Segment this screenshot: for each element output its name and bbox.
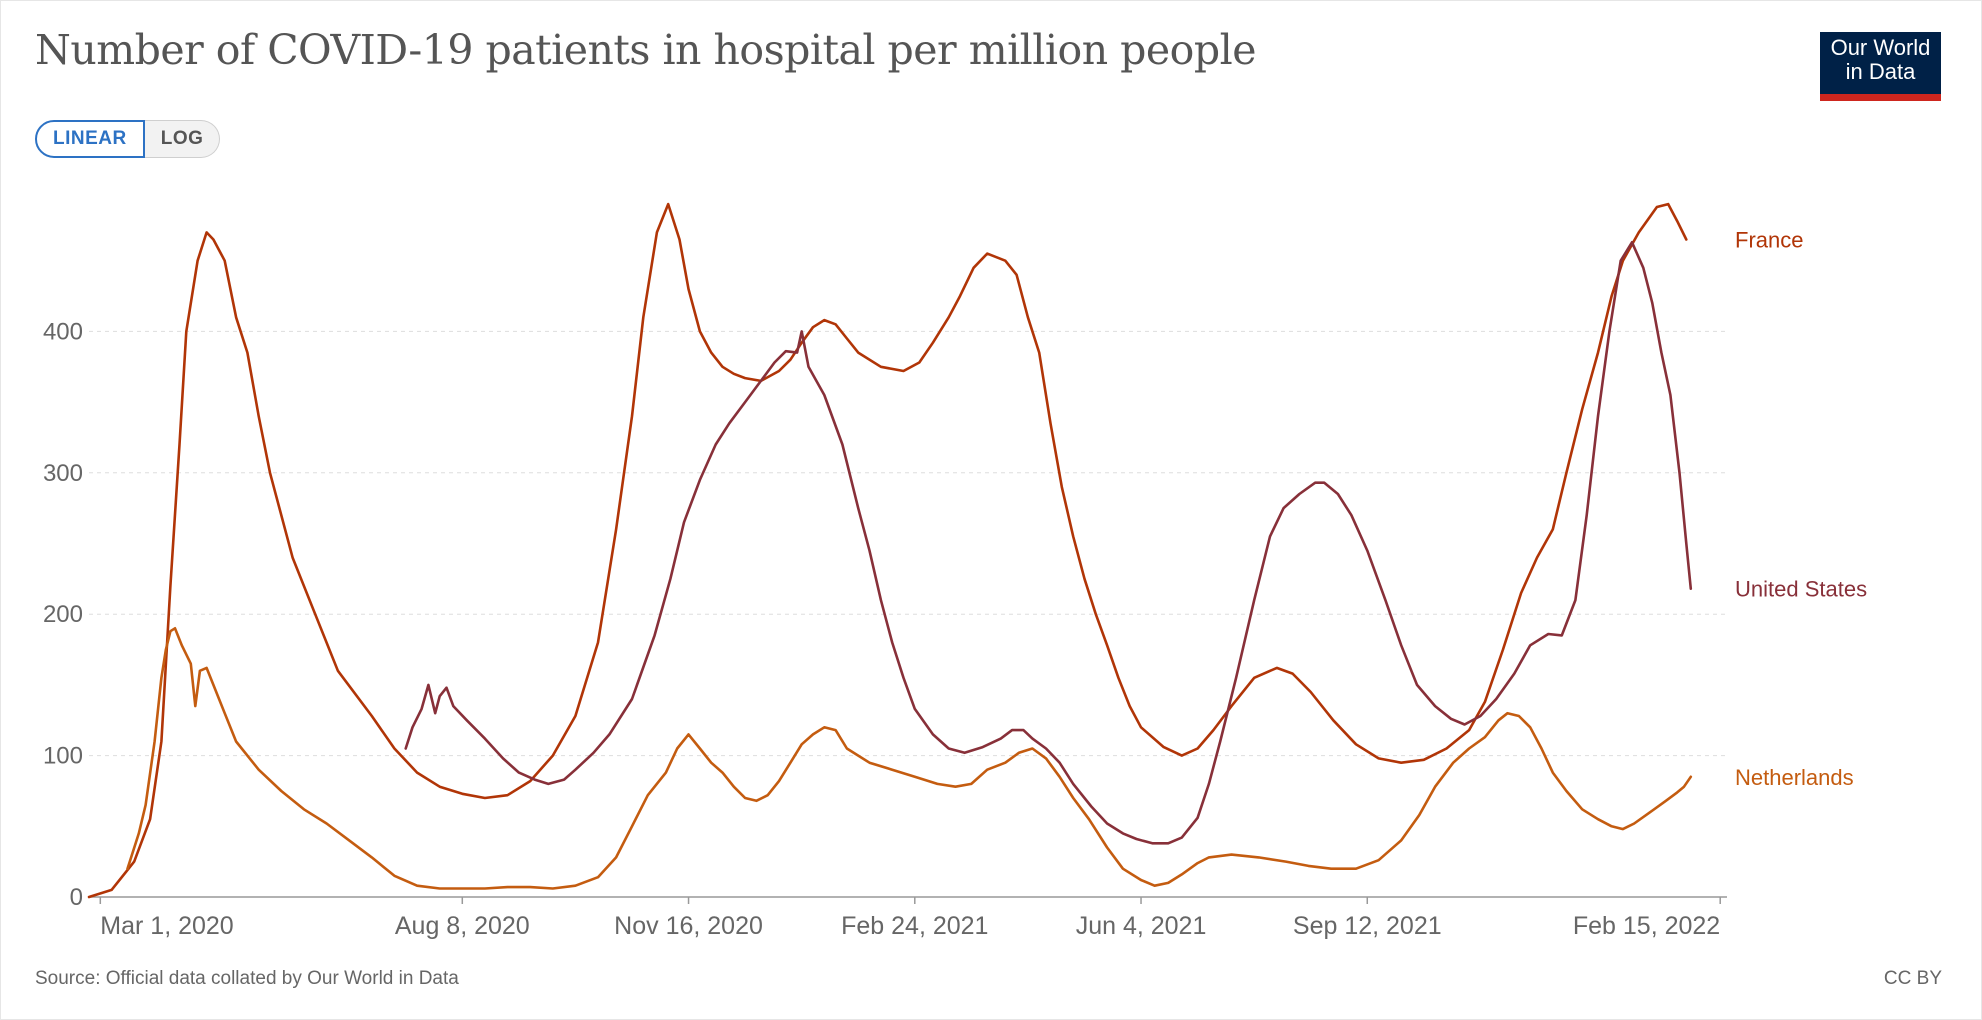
x-tick-label-3: Feb 24, 2021 xyxy=(841,912,988,940)
linear-scale-button[interactable]: LINEAR xyxy=(35,120,145,158)
license-link[interactable]: CC BY xyxy=(1883,968,1942,989)
x-tick-label-2: Nov 16, 2020 xyxy=(614,912,763,940)
logo-line-1: Our World xyxy=(1830,35,1931,60)
source-note: Source: Official data collated by Our Wo… xyxy=(35,968,459,989)
y-tick-label-400: 400 xyxy=(43,318,83,345)
y-tick-label-0: 0 xyxy=(70,884,83,911)
owid-logo[interactable]: Our World in Data xyxy=(1820,32,1941,101)
series-line-united-states xyxy=(404,241,1693,845)
series-label-united-states: United States xyxy=(1735,577,1867,602)
series-label-netherlands: Netherlands xyxy=(1735,765,1854,790)
chart-title: Number of COVID-19 patients in hospital … xyxy=(35,26,1256,74)
y-tick-label-100: 100 xyxy=(43,743,83,770)
y-tick-label-300: 300 xyxy=(43,460,83,487)
x-tick-label-6: Feb 15, 2022 xyxy=(1573,912,1720,940)
series-line-france xyxy=(87,202,1688,899)
x-tick-label-0: Mar 1, 2020 xyxy=(100,912,233,940)
line-chart: 0 100 200 300 400 Mar 1, 2020 Aug 8, 2020 Nov 1… xyxy=(43,202,1867,940)
x-tick-label-1: Aug 8, 2020 xyxy=(395,912,530,940)
log-scale-button[interactable]: LOG xyxy=(144,120,221,158)
x-tick-label-4: Jun 4, 2021 xyxy=(1076,912,1207,940)
logo-line-2: in Data xyxy=(1845,59,1916,84)
series-label-france: France xyxy=(1735,227,1803,252)
series-line-netherlands xyxy=(126,627,1693,890)
x-tick-label-5: Sep 12, 2021 xyxy=(1293,912,1442,940)
y-tick-label-200: 200 xyxy=(43,601,83,628)
scale-toggle: LINEAR LOG xyxy=(35,120,221,158)
